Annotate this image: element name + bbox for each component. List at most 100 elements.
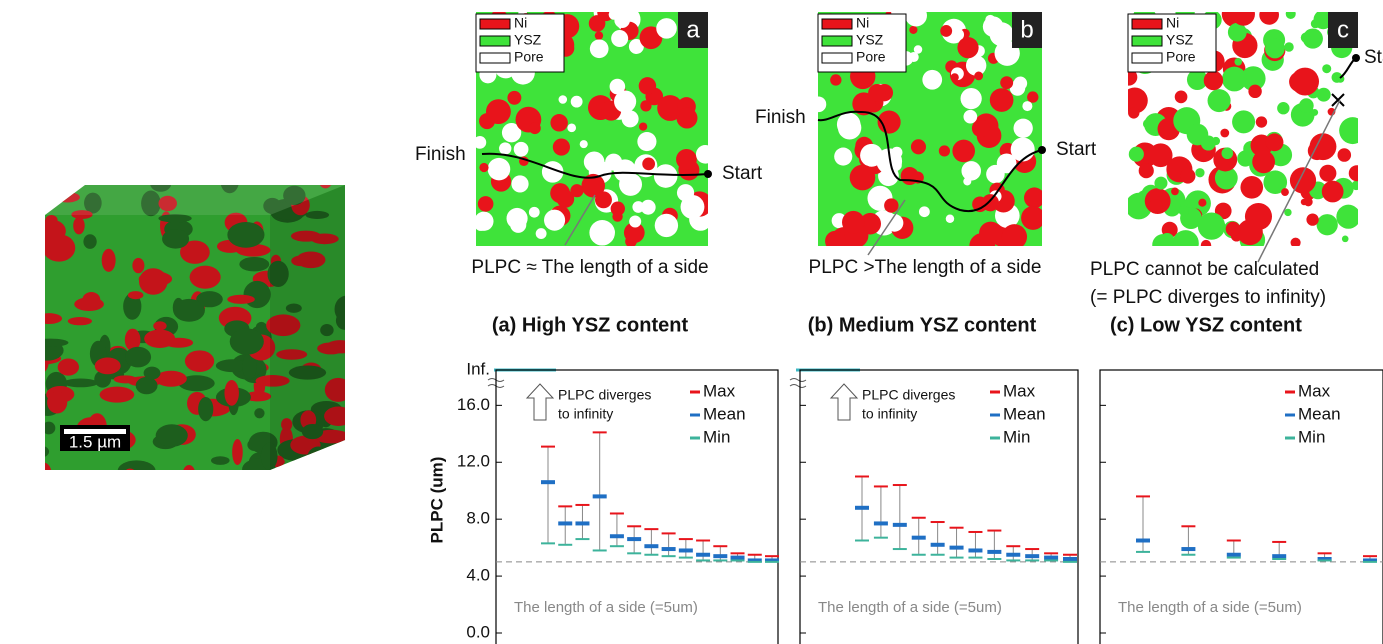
particle — [860, 144, 883, 167]
particle — [473, 136, 486, 149]
legend-label: Max — [1003, 381, 1036, 400]
finish-label: Finish — [755, 107, 806, 128]
grain — [58, 359, 79, 376]
particle — [1139, 163, 1154, 178]
up-arrow — [527, 384, 553, 420]
particle — [529, 207, 540, 218]
particle — [1234, 58, 1242, 66]
legend-label: Pore — [514, 49, 544, 65]
particle — [909, 52, 919, 62]
grain — [211, 456, 230, 465]
particle — [1352, 181, 1361, 190]
particle — [1310, 133, 1337, 160]
grain — [153, 321, 166, 330]
particle — [834, 148, 852, 166]
grain — [144, 367, 161, 380]
particle — [612, 211, 622, 221]
particle — [1204, 71, 1223, 90]
particle — [1148, 199, 1163, 214]
particle — [1337, 148, 1351, 162]
particle — [1304, 197, 1313, 206]
legend-label: Min — [703, 427, 730, 446]
particle — [1299, 98, 1314, 113]
start-dot — [704, 170, 712, 178]
particle — [611, 30, 628, 47]
particle — [842, 211, 865, 234]
grain — [198, 397, 213, 421]
particle — [510, 217, 526, 233]
caption: PLPC ≈ The length of a side — [471, 257, 708, 278]
grain — [162, 229, 189, 249]
grain — [35, 219, 66, 242]
reference-label: The length of a side (=5um) — [818, 599, 1002, 616]
particle — [909, 26, 917, 34]
particle — [1220, 129, 1229, 138]
axis-break — [790, 379, 806, 388]
particle — [553, 138, 570, 155]
cube-render: 1.5 µm — [25, 168, 358, 485]
particle — [1014, 77, 1028, 91]
legend-swatch — [480, 36, 510, 46]
particle — [979, 222, 1002, 245]
legend-label: YSZ — [856, 32, 884, 48]
particle — [1175, 91, 1188, 104]
particle — [957, 37, 978, 58]
legend-label: Mean — [703, 404, 746, 423]
legend-swatch — [480, 19, 510, 29]
panel-letter: c — [1337, 16, 1349, 43]
grain — [128, 291, 143, 299]
particle — [580, 140, 588, 148]
grain — [232, 439, 243, 465]
particle — [571, 96, 583, 108]
figure: 1.5 µm NiYSZPoreaFinishStartPLPC ≈ The l… — [0, 0, 1383, 644]
particle — [590, 39, 609, 58]
particle — [1252, 150, 1275, 173]
grain — [230, 328, 264, 354]
grain — [239, 257, 269, 271]
start-dot — [1352, 54, 1360, 62]
particle — [1154, 177, 1167, 190]
grain — [63, 379, 98, 388]
cube-shade — [270, 185, 345, 470]
legend-label: Ni — [1166, 15, 1179, 31]
particle — [696, 145, 715, 164]
particle — [567, 123, 576, 132]
grain — [73, 217, 84, 235]
particle — [939, 145, 950, 156]
grain — [32, 339, 68, 347]
particle — [1014, 119, 1033, 138]
particle — [589, 220, 615, 246]
grain — [224, 380, 238, 406]
particle — [1160, 233, 1174, 247]
reference-label: The length of a side (=5um) — [514, 599, 698, 616]
particle — [1291, 238, 1301, 248]
grain — [328, 457, 340, 467]
particle — [1237, 219, 1263, 245]
particle — [1311, 19, 1320, 28]
y-tick-label: 16.0 — [457, 395, 490, 414]
grain — [42, 422, 55, 435]
particle — [536, 228, 547, 239]
particle — [891, 147, 902, 158]
panel-title: (c) Low YSZ content — [1110, 314, 1302, 336]
grain — [39, 168, 72, 193]
particle — [1336, 205, 1360, 229]
particle — [1024, 187, 1045, 208]
particle — [478, 196, 494, 212]
y-tick-label: 4.0 — [466, 566, 490, 585]
grain — [36, 313, 62, 324]
grain — [31, 446, 49, 458]
grain — [74, 297, 104, 311]
particle — [681, 195, 705, 219]
particle — [499, 142, 511, 154]
grain — [227, 222, 264, 248]
particle — [1226, 222, 1241, 237]
grain — [68, 317, 92, 325]
particle — [629, 215, 641, 227]
caption: (= PLPC diverges to infinity) — [1090, 287, 1326, 308]
particle — [1306, 213, 1318, 225]
particle — [676, 108, 697, 129]
caption: PLPC >The length of a side — [809, 257, 1042, 278]
grain — [125, 347, 151, 368]
particle — [656, 18, 677, 39]
